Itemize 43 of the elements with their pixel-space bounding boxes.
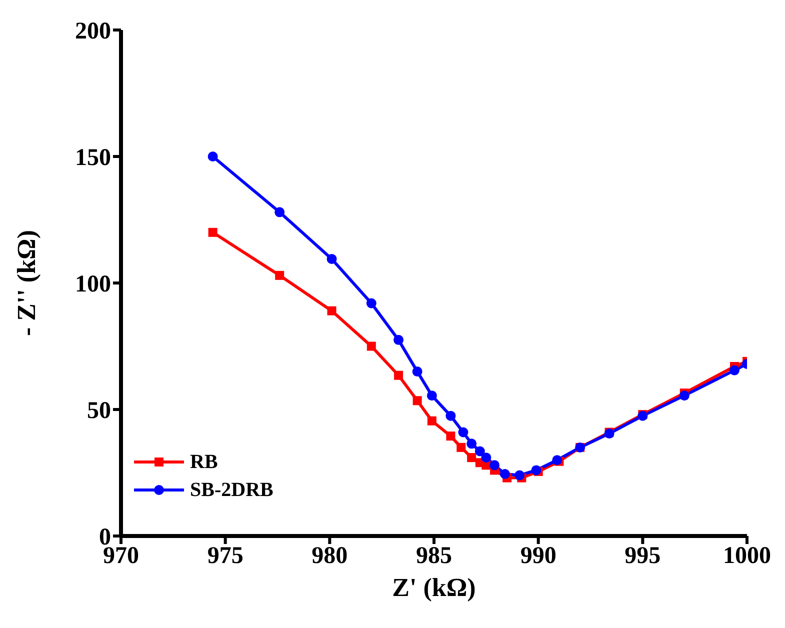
point — [446, 432, 456, 441]
point — [729, 365, 740, 376]
x-tick-label: 995 — [624, 543, 661, 570]
point — [514, 470, 525, 480]
x-tick-label: 990 — [520, 543, 556, 570]
point — [467, 453, 476, 462]
point — [500, 469, 510, 480]
x-tick-label: 985 — [416, 543, 452, 570]
point — [327, 306, 336, 316]
point — [208, 152, 218, 162]
legend-label: RB — [190, 450, 218, 474]
point — [394, 370, 404, 380]
legend-label: SB-2DRB — [190, 478, 274, 502]
point — [531, 465, 542, 476]
x-tick-label: 980 — [312, 543, 348, 570]
point — [466, 438, 477, 449]
point — [481, 452, 492, 463]
point — [366, 298, 376, 308]
y-tick-label: 50 — [87, 398, 111, 424]
x-axis-title: Z' (kΩ) — [392, 573, 476, 602]
point — [412, 366, 422, 377]
point — [394, 334, 404, 345]
point — [456, 442, 466, 452]
point — [275, 270, 284, 280]
point — [426, 390, 437, 401]
y-axis-title: - Z'' (kΩ) — [12, 230, 42, 336]
point — [427, 416, 436, 426]
point — [446, 410, 456, 421]
point — [412, 396, 422, 406]
x-tick-label: 975 — [207, 543, 244, 570]
point — [458, 427, 468, 438]
point — [474, 446, 485, 456]
y-tick-label: 150 — [75, 145, 111, 172]
point — [366, 342, 376, 351]
y-tick-label: 100 — [75, 272, 111, 298]
y-tick-label: 200 — [75, 18, 111, 45]
point — [679, 390, 690, 401]
point — [552, 455, 562, 466]
x-tick-label: 1000 — [723, 543, 771, 570]
point — [326, 254, 337, 264]
point — [490, 460, 500, 470]
point — [274, 207, 285, 218]
point — [208, 228, 218, 237]
